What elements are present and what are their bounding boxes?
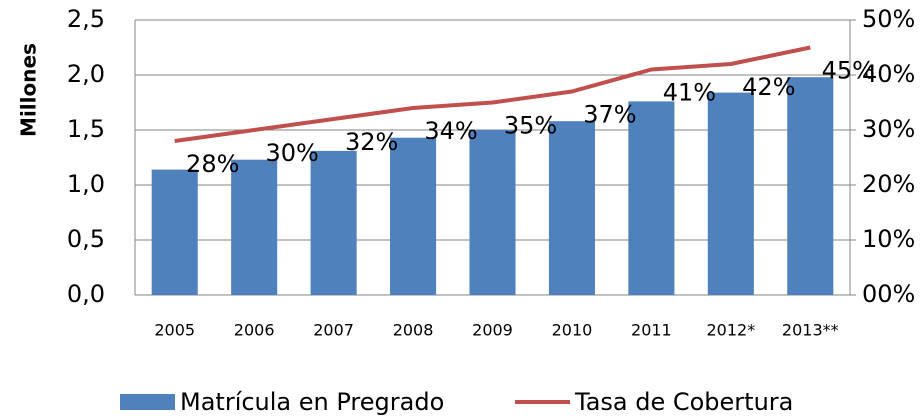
bar	[390, 137, 437, 295]
data-label: 45%	[822, 57, 875, 85]
y-tick-label: 0,0	[67, 280, 105, 308]
bar	[231, 159, 278, 295]
y-tick-label: 1,5	[67, 115, 105, 143]
x-tick-label: 2009	[472, 321, 513, 340]
bar	[787, 77, 834, 295]
data-label: 30%	[265, 139, 318, 167]
line	[174, 45, 811, 143]
data-label: 37%	[583, 101, 636, 129]
x-tick-label: 2011	[631, 321, 672, 340]
legend-swatch	[120, 394, 175, 410]
y2-tick-label: 30%	[862, 115, 915, 143]
y-tick-label: 2,0	[67, 60, 105, 88]
bar	[707, 92, 754, 295]
data-label: 42%	[742, 73, 795, 101]
x-tick-label: 2010	[552, 321, 593, 340]
data-label: 34%	[424, 117, 477, 145]
y2-tick-label: 10%	[862, 225, 915, 253]
bar	[310, 150, 357, 295]
bar	[151, 169, 198, 295]
x-tick-label: 2006	[234, 321, 275, 340]
bar	[628, 101, 675, 296]
x-tick-label: 2013**	[782, 321, 839, 340]
y2-tick-label: 40%	[862, 60, 915, 88]
x-tick-label: 2005	[154, 321, 195, 340]
y-tick-label: 1,0	[67, 170, 105, 198]
data-label: 41%	[663, 79, 716, 107]
bar	[548, 121, 595, 295]
legend-label: Matrícula en Pregrado	[180, 388, 444, 416]
y2-tick-label: 00%	[862, 280, 915, 308]
x-tick-label: 2012*	[706, 321, 755, 340]
x-tick-label: 2008	[393, 321, 434, 340]
y-tick-label: 0,5	[67, 225, 105, 253]
bar	[469, 130, 516, 295]
x-tick-label: 2007	[313, 321, 354, 340]
y2-tick-label: 20%	[862, 170, 915, 198]
y-tick-label: 2,5	[67, 5, 105, 33]
y2-tick-label: 50%	[862, 5, 915, 33]
data-label: 32%	[345, 128, 398, 156]
legend-label: Tasa de Cobertura	[574, 388, 793, 416]
data-label: 28%	[186, 150, 239, 178]
y-axis-label: Millones	[17, 43, 41, 137]
data-label: 35%	[504, 112, 557, 140]
